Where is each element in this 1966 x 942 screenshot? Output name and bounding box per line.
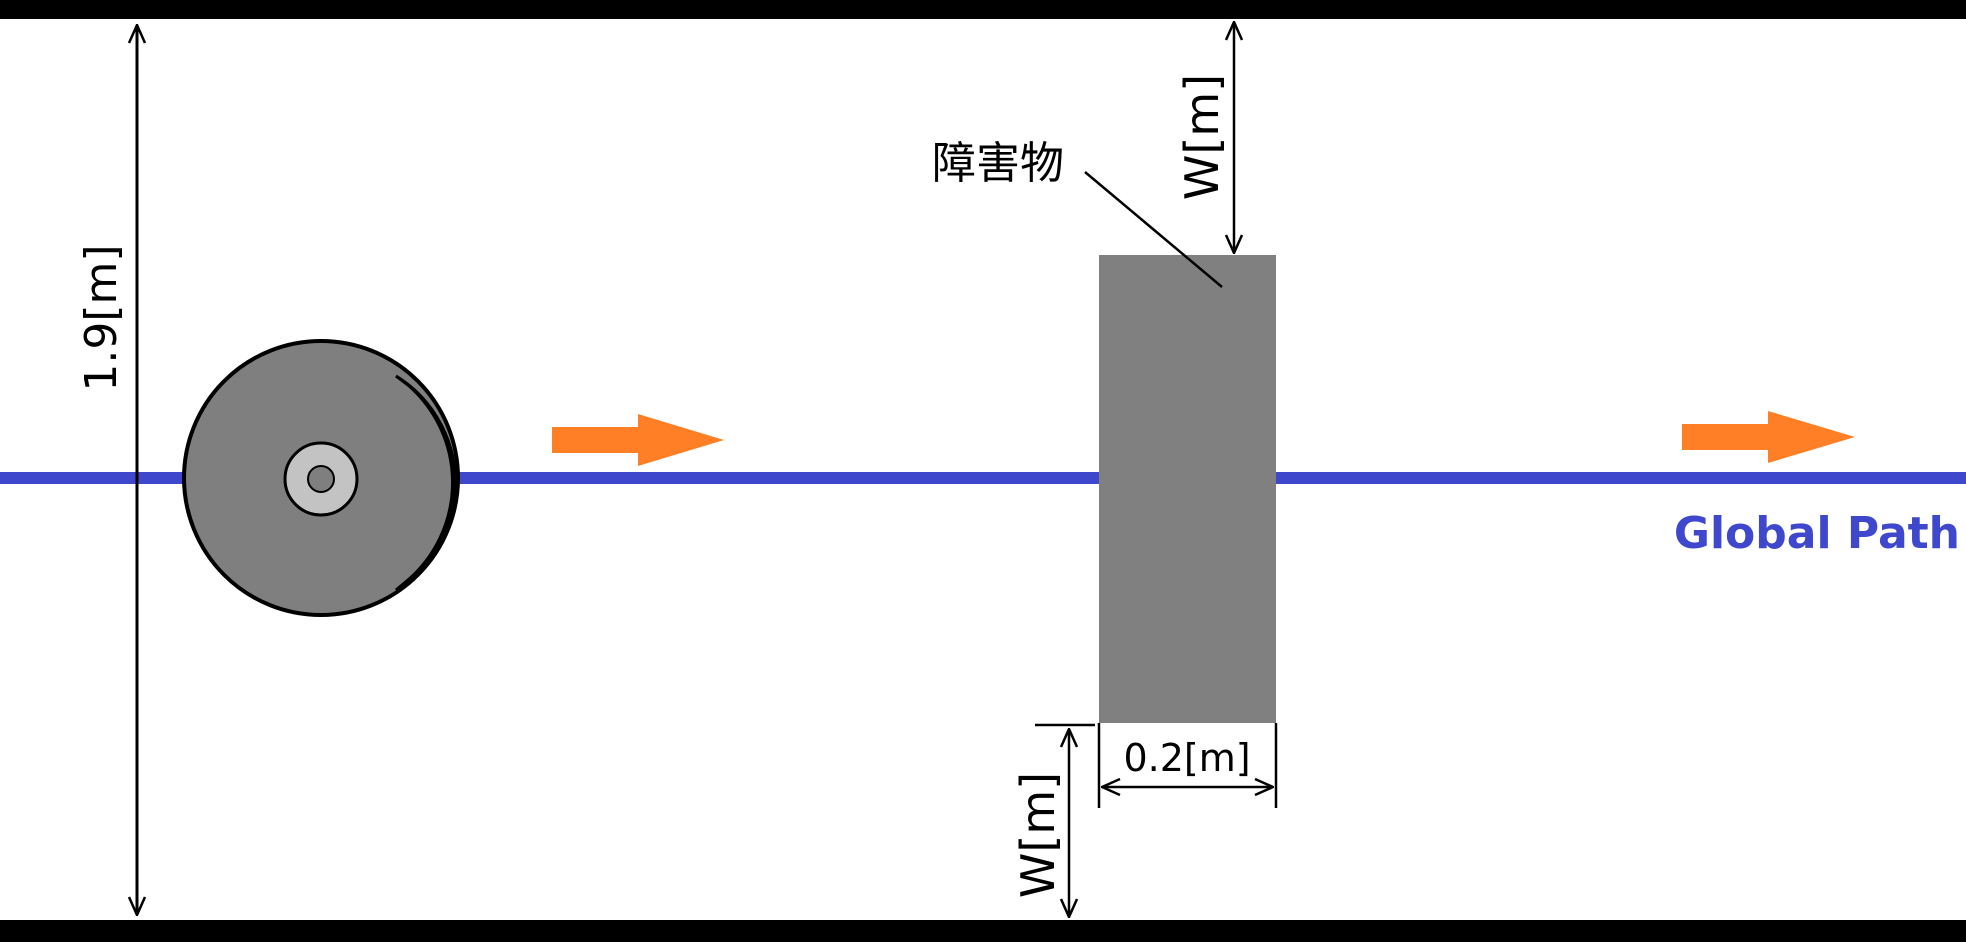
obstacle-leader-line (1084, 171, 1223, 288)
corridor-width-label: 1.9[m] (76, 244, 127, 391)
top-gap-label: W[m] (1175, 74, 1229, 200)
global-path-label: Global Path (1674, 508, 1960, 559)
right-arrow-icon (552, 414, 724, 466)
global-path-line (0, 472, 1966, 484)
right-arrow-icon (1682, 411, 1855, 463)
bottom-wall (0, 920, 1966, 942)
bottom-gap-label: W[m] (1011, 772, 1065, 898)
top-wall (0, 0, 1966, 19)
obstacle-width-label: 0.2[m] (1123, 736, 1250, 780)
obstacle-block (1099, 255, 1276, 723)
robot-topdown-icon (182, 339, 460, 617)
obstacle-label: 障害物 (932, 138, 1064, 189)
